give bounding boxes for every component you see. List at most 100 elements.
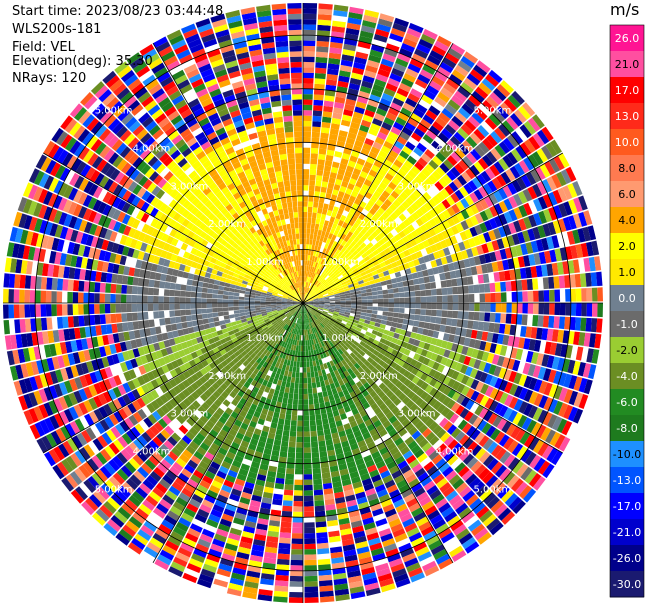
velocity-gate: [378, 382, 387, 391]
velocity-gate: [328, 293, 334, 296]
velocity-gate: [398, 213, 407, 222]
velocity-gate: [386, 215, 395, 224]
velocity-gate: [441, 506, 455, 518]
velocity-gate: [489, 478, 503, 492]
velocity-gate: [438, 527, 452, 539]
velocity-gate: [558, 436, 571, 452]
velocity-gate: [575, 244, 584, 258]
velocity-gate: [364, 9, 380, 18]
velocity-gate: [314, 354, 319, 361]
velocity-gate: [494, 250, 502, 261]
velocity-gate: [313, 393, 319, 399]
velocity-gate: [455, 446, 467, 458]
velocity-gate: [506, 235, 515, 247]
velocity-gate: [435, 498, 448, 509]
velocity-gate: [517, 231, 526, 244]
velocity-gate: [295, 345, 299, 351]
velocity-gate: [380, 533, 394, 543]
velocity-gate: [303, 404, 309, 411]
velocity-gate: [399, 383, 408, 393]
velocity-gate: [419, 400, 428, 410]
velocity-gate: [206, 298, 212, 303]
velocity-gate: [385, 43, 400, 53]
velocity-gate: [403, 73, 417, 83]
velocity-gate: [406, 233, 414, 241]
velocity-gate: [316, 291, 322, 295]
velocity-gate: [441, 310, 448, 318]
velocity-gate: [353, 284, 360, 289]
velocity-gate: [442, 220, 451, 230]
velocity-gate: [308, 301, 314, 303]
velocity-gate: [327, 389, 333, 396]
velocity-gate: [94, 304, 100, 314]
velocity-gate: [244, 581, 259, 589]
velocity-gate: [288, 343, 292, 350]
velocity-gate: [321, 413, 328, 420]
velocity-gate: [425, 289, 432, 296]
velocity-gate: [319, 191, 326, 199]
velocity-gate: [489, 522, 504, 536]
velocity-gate: [349, 327, 356, 333]
velocity-gate: [158, 296, 164, 303]
velocity-gate: [329, 383, 336, 390]
velocity-gate: [329, 228, 336, 235]
velocity-gate: [355, 417, 364, 426]
velocity-gate: [479, 510, 493, 523]
velocity-gate: [313, 305, 319, 308]
velocity-gate: [390, 27, 406, 38]
velocity-gate: [465, 473, 478, 486]
velocity-gate: [453, 131, 465, 144]
velocity-gate: [214, 321, 221, 327]
velocity-gate: [491, 461, 503, 475]
velocity-gate: [304, 586, 319, 593]
velocity-gate: [522, 362, 531, 375]
velocity-gate: [397, 318, 404, 324]
velocity-gate: [322, 418, 329, 425]
velocity-gate: [479, 303, 486, 312]
velocity-gate: [280, 407, 287, 415]
velocity-gate: [471, 444, 482, 457]
velocity-gate: [447, 424, 457, 435]
velocity-gate: [536, 353, 544, 366]
velocity-gate: [419, 283, 426, 291]
velocity-gate: [317, 229, 322, 236]
velocity-gate: [346, 332, 353, 338]
velocity-gate: [174, 296, 180, 303]
velocity-gate: [511, 443, 524, 457]
velocity-gate: [541, 328, 549, 341]
velocity-gate: [414, 78, 428, 89]
velocity-gate: [415, 397, 424, 407]
velocity-gate: [390, 126, 402, 136]
velocity-gate: [341, 533, 354, 541]
velocity-gate: [328, 52, 342, 60]
velocity-gate: [307, 377, 312, 384]
velocity-gate: [493, 88, 507, 102]
velocity-gate: [274, 585, 289, 592]
velocity-gate: [470, 203, 480, 215]
velocity-gate: [303, 78, 314, 84]
velocity-gate: [313, 349, 317, 356]
velocity-gate: [381, 266, 388, 272]
velocity-gate: [527, 290, 534, 302]
velocity-gate: [333, 291, 340, 295]
velocity-gate: [547, 191, 558, 206]
velocity-gate: [367, 227, 375, 235]
velocity-gate: [311, 278, 315, 284]
velocity-gate: [342, 283, 348, 288]
velocity-gate: [219, 320, 226, 326]
velocity-gate: [352, 67, 365, 75]
velocity-gate: [357, 41, 371, 50]
velocity-gate: [558, 275, 566, 289]
velocity-gate: [480, 383, 489, 395]
velocity-gate: [309, 255, 313, 261]
velocity-gate: [376, 23, 391, 33]
velocity-gate: [19, 304, 25, 318]
velocity-gate: [334, 151, 343, 158]
velocity-gate: [434, 181, 444, 191]
velocity-gate: [365, 459, 375, 468]
velocity-gate: [436, 428, 447, 439]
velocity-gate: [456, 211, 465, 222]
velocity-gate: [474, 213, 484, 224]
velocity-gate: [484, 117, 498, 130]
